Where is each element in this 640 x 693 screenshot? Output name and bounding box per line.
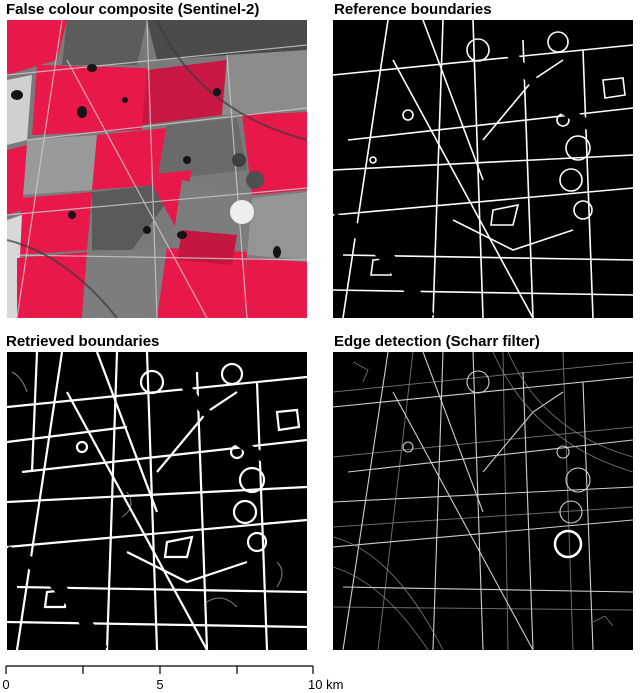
reference-boundaries-image (333, 20, 633, 318)
panel-title-edge: Edge detection (Scharr filter) (334, 333, 540, 350)
false-colour-image (7, 20, 307, 318)
panel-title-retrieved: Retrieved boundaries (6, 333, 160, 350)
retrieved-boundaries-image (7, 352, 307, 650)
edge-detection-image (333, 352, 633, 650)
panel-title-reference: Reference boundaries (334, 1, 492, 18)
scale-bar-label-5: 5 (156, 677, 163, 692)
scale-bar: 0 5 10 km (2, 665, 343, 692)
scale-bar-label-10: 10 km (308, 677, 343, 692)
scale-bar-label-0: 0 (2, 677, 9, 692)
panel-title-false-colour: False colour composite (Sentinel-2) (6, 1, 260, 18)
